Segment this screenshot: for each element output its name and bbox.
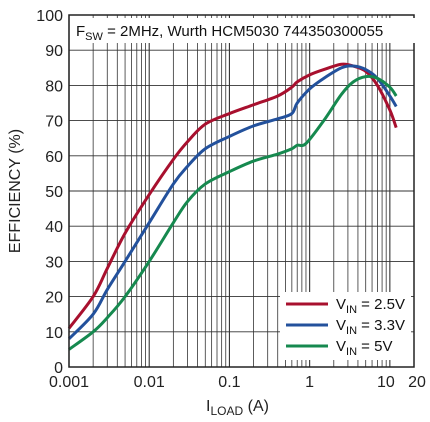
- y-tick-label: 50: [45, 184, 63, 201]
- annotation-prefix: F: [76, 23, 85, 40]
- tick-labels: 0 10 20 30 40 50 60 70 80 90 100 0.001 0.01 0.1 1 10 20: [36, 8, 426, 391]
- series-line-vin-5: [68, 74, 398, 351]
- y-axis-label: EFFICIENCY (%): [7, 129, 24, 253]
- legend-item-vin-3-3: VIN = 3.3V: [286, 317, 405, 337]
- y-tick-label: 20: [45, 290, 63, 307]
- annotation-box: FSW = 2MHz, Wurth HCM5030 744350300055: [72, 18, 420, 43]
- legend-label-vin-3-3: VIN = 3.3V: [336, 317, 405, 337]
- y-tick-label: 100: [36, 8, 63, 25]
- y-tick-label: 90: [45, 43, 63, 60]
- annotation-subscript: SW: [85, 31, 103, 43]
- y-tick-label: 0: [54, 360, 63, 377]
- x-tick-label: 1: [305, 374, 314, 391]
- y-tick-label: 30: [45, 254, 63, 271]
- legend-label-vin-5: VIN = 5V: [336, 338, 392, 358]
- x-tick-label: 0.1: [218, 374, 240, 391]
- legend-label-vin-2-5: VIN = 2.5V: [336, 296, 405, 316]
- legend: VIN = 2.5V VIN = 3.3V VIN = 5V: [280, 292, 411, 360]
- legend-item-vin-5: VIN = 5V: [286, 338, 392, 358]
- y-tick-label: 80: [45, 78, 63, 95]
- x-tick-label: 0.001: [49, 374, 89, 391]
- x-tick-label: 0.01: [134, 374, 165, 391]
- plot-frame: [68, 14, 415, 368]
- series-line-vin-2-5: [67, 62, 398, 330]
- annotation-background: [72, 18, 420, 43]
- x-tick-label: 10: [377, 374, 395, 391]
- y-tick-label: 10: [45, 325, 63, 342]
- y-tick-label: 60: [45, 149, 63, 166]
- series-line-vin-3-3: [67, 64, 398, 340]
- legend-item-vin-2-5: VIN = 2.5V: [286, 296, 405, 316]
- x-tick-label: 20: [408, 374, 426, 391]
- x-axis-label: ILOAD (A): [206, 398, 269, 418]
- y-tick-label: 70: [45, 114, 63, 131]
- y-tick-label: 40: [45, 219, 63, 236]
- annotation-text: = 2MHz, Wurth HCM5030 744350300055: [103, 23, 383, 40]
- chart-annotation: FSW = 2MHz, Wurth HCM5030 744350300055: [76, 23, 383, 43]
- series-lines: [67, 62, 398, 351]
